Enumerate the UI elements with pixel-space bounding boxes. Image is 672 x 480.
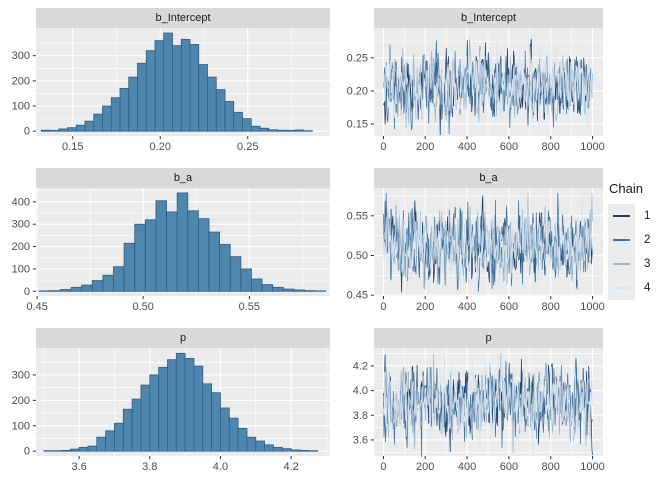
- legend-item-label: 1: [644, 209, 651, 222]
- svg-text:4.0: 4.0: [353, 385, 368, 397]
- svg-text:4.2: 4.2: [353, 360, 368, 372]
- svg-text:0.20: 0.20: [347, 85, 368, 97]
- svg-text:0.15: 0.15: [62, 141, 83, 153]
- svg-text:1000: 1000: [580, 301, 604, 313]
- legend-key-swatch: [608, 203, 635, 228]
- legend-item-label: 2: [644, 233, 651, 246]
- trace-canvas-b-a: 0 200 400 600 800 1000 0.45 0.50 0.55: [347, 188, 605, 313]
- svg-text:0: 0: [380, 461, 386, 473]
- legend-item-label: 3: [644, 257, 651, 270]
- chain-color-line-icon: [613, 262, 630, 265]
- svg-text:0.25: 0.25: [347, 52, 368, 64]
- trace-canvas-b-intercept: 0 200 400 600 800 1000 0.15 0.20 0.25: [347, 28, 605, 153]
- legend-item-label: 4: [644, 281, 651, 294]
- svg-text:600: 600: [500, 461, 518, 473]
- facet-title: p: [485, 332, 492, 344]
- svg-text:300: 300: [12, 50, 30, 62]
- svg-text:3.8: 3.8: [353, 410, 368, 422]
- facet-title: p: [179, 332, 187, 344]
- legend-item: 3: [608, 251, 651, 276]
- svg-text:4.0: 4.0: [213, 461, 228, 473]
- svg-text:800: 800: [542, 301, 560, 313]
- svg-text:0: 0: [380, 301, 386, 313]
- legend-item: 1: [608, 203, 651, 228]
- facet-title: b_a: [479, 172, 498, 184]
- legend-title: Chain: [609, 180, 643, 196]
- svg-text:3.8: 3.8: [142, 461, 157, 473]
- svg-text:0: 0: [24, 446, 30, 458]
- histogram-canvas-b-a: 0.45 0.50 0.55 0 100 200 300 400: [12, 188, 330, 313]
- facet-strip: b_Intercept: [36, 8, 330, 28]
- svg-text:200: 200: [416, 461, 434, 473]
- facet-strip: b_a: [374, 168, 603, 188]
- svg-text:0.15: 0.15: [347, 119, 368, 131]
- svg-text:200: 200: [12, 395, 30, 407]
- facet-strip: p: [36, 328, 330, 348]
- chain-color-line-icon: [613, 286, 630, 289]
- svg-text:400: 400: [458, 301, 476, 313]
- svg-text:600: 600: [500, 141, 518, 153]
- svg-text:200: 200: [12, 75, 30, 87]
- svg-text:400: 400: [12, 196, 30, 208]
- svg-text:1000: 1000: [580, 141, 604, 153]
- svg-text:100: 100: [12, 420, 30, 432]
- svg-text:200: 200: [12, 241, 30, 253]
- svg-text:0.20: 0.20: [150, 141, 171, 153]
- histogram-panel-p: 3.6 3.8 4.0 4.2 0 100 200 300 p: [0, 320, 336, 480]
- svg-text:0: 0: [24, 286, 30, 298]
- svg-text:300: 300: [12, 369, 30, 381]
- legend-key-swatch: [608, 251, 635, 276]
- svg-text:800: 800: [542, 461, 560, 473]
- facet-strip: p: [374, 328, 603, 348]
- histogram-canvas-p: 3.6 3.8 4.0 4.2 0 100 200 300: [12, 348, 330, 473]
- svg-text:1000: 1000: [580, 461, 604, 473]
- chain-color-line-icon: [613, 238, 630, 241]
- legend-item: 4: [608, 275, 651, 300]
- svg-text:0: 0: [24, 126, 30, 138]
- svg-text:0.55: 0.55: [347, 210, 368, 222]
- svg-text:200: 200: [416, 141, 434, 153]
- trace-panel-b-a: 0 200 400 600 800 1000 0.45 0.50 0.55 b_a: [336, 160, 608, 320]
- legend-items: 1 2 3 4: [608, 203, 651, 300]
- svg-text:800: 800: [542, 141, 560, 153]
- svg-text:0.25: 0.25: [237, 141, 258, 153]
- svg-text:300: 300: [12, 219, 30, 231]
- svg-text:200: 200: [416, 301, 434, 313]
- trace-panel-b-intercept: 0 200 400 600 800 1000 0.15 0.20 0.25 b_Intercep…: [336, 0, 608, 160]
- trace-canvas-p: 0 200 400 600 800 1000 3.6 3.8 4.0 4.2: [353, 348, 605, 473]
- svg-text:100: 100: [12, 101, 30, 113]
- histogram-panel-b-intercept: 0.15 0.20 0.25 0 100 200 300 b_Intercept: [0, 0, 336, 160]
- svg-text:0: 0: [380, 141, 386, 153]
- svg-text:0.50: 0.50: [347, 250, 368, 262]
- legend-item: 2: [608, 227, 651, 252]
- facet-title: b_Intercept: [155, 12, 211, 24]
- legend-key-swatch: [608, 227, 635, 252]
- svg-text:100: 100: [12, 263, 30, 275]
- svg-text:0.45: 0.45: [26, 301, 47, 313]
- svg-text:0.55: 0.55: [239, 301, 260, 313]
- svg-text:3.6: 3.6: [71, 461, 86, 473]
- svg-text:0.45: 0.45: [347, 290, 368, 302]
- svg-text:400: 400: [458, 461, 476, 473]
- facet-strip: b_a: [36, 168, 330, 188]
- facet-title: b_a: [173, 172, 193, 184]
- chain-color-line-icon: [613, 214, 630, 217]
- svg-text:0.50: 0.50: [132, 301, 153, 313]
- trace-panel-p: 0 200 400 600 800 1000 3.6 3.8 4.0 4.2 p: [336, 320, 608, 480]
- svg-text:4.2: 4.2: [283, 461, 298, 473]
- svg-text:400: 400: [458, 141, 476, 153]
- facet-strip: b_Intercept: [374, 8, 603, 28]
- histogram-canvas-b-intercept: 0.15 0.20 0.25 0 100 200 300: [12, 28, 330, 153]
- legend-key-swatch: [608, 275, 635, 300]
- svg-text:600: 600: [500, 301, 518, 313]
- chain-legend: Chain 1 2 3 4: [608, 0, 672, 480]
- histogram-panel-b-a: 0.45 0.50 0.55 0 100 200 300 400 b_a: [0, 160, 336, 320]
- facet-title: b_Intercept: [460, 12, 517, 24]
- svg-text:3.6: 3.6: [353, 434, 368, 446]
